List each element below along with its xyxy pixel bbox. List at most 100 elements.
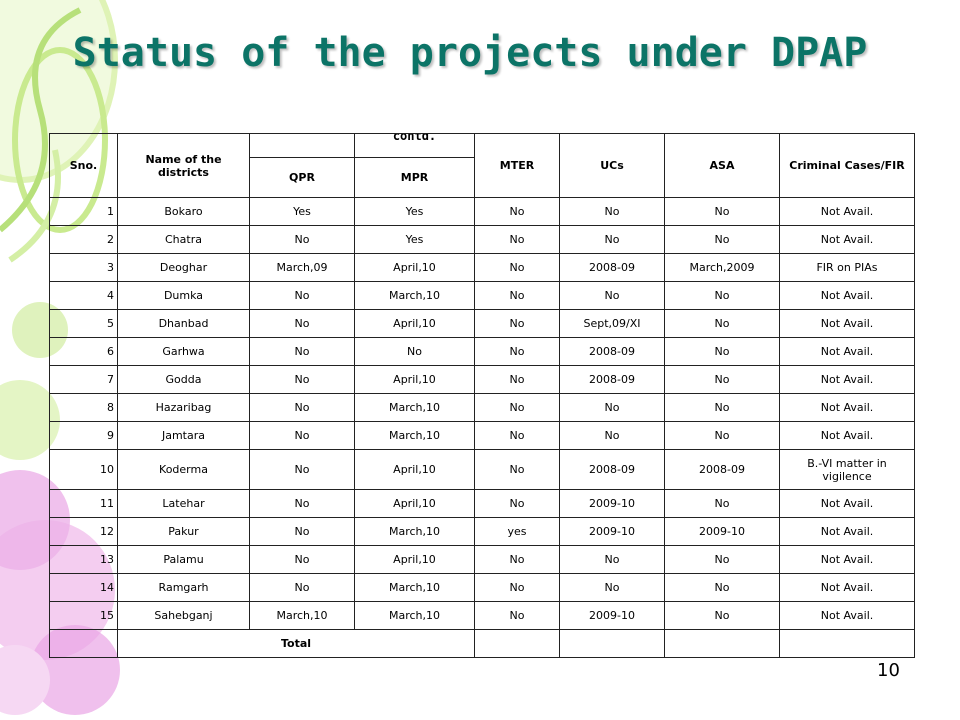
district-cell: Deoghar [117,253,250,282]
header-sno: Sno. [49,133,118,198]
sno-cell: 5 [49,309,118,338]
district-cell: Ramgarh [117,573,250,602]
sno-cell: 9 [49,421,118,450]
criminal-cases-cell: Not Avail. [779,309,915,338]
total-cell-empty [664,629,780,658]
table-row: 13 Palamu No April,10 No No No Not Avail. [49,545,915,574]
header-mter: MTER [474,133,560,198]
mter-cell: No [474,601,560,630]
asa-cell: 2008-09 [664,449,780,490]
mter-cell: No [474,253,560,282]
sno-cell: 14 [49,573,118,602]
criminal-cases-cell: FIR on PIAs [779,253,915,282]
total-cell-empty [559,629,665,658]
criminal-cases-cell: Not Avail. [779,545,915,574]
district-cell: Godda [117,365,250,394]
mter-cell: No [474,281,560,310]
mter-cell: No [474,197,560,226]
mter-cell: No [474,365,560,394]
mter-cell: No [474,309,560,338]
header-group-label: contd. [354,133,475,158]
criminal-cases-cell: Not Avail. [779,573,915,602]
project-status-table: Sno. Name of the districts contd. MTER U… [49,133,915,658]
mpr-cell: March,10 [354,281,475,310]
sno-cell: 11 [49,489,118,518]
asa-cell: 2009-10 [664,517,780,546]
qpr-cell: No [249,393,355,422]
qpr-cell: No [249,309,355,338]
header-asa: ASA [664,133,780,198]
district-cell: Dhanbad [117,309,250,338]
asa-cell: March,2009 [664,253,780,282]
criminal-cases-cell: Not Avail. [779,197,915,226]
criminal-cases-cell: Not Avail. [779,281,915,310]
district-cell: Latehar [117,489,250,518]
mter-cell: No [474,489,560,518]
mter-cell: No [474,225,560,254]
sno-cell: 6 [49,337,118,366]
table-row: 6 Garhwa No No No 2008-09 No Not Avail. [49,337,915,366]
district-cell: Garhwa [117,337,250,366]
table-row: 5 Dhanbad No April,10 No Sept,09/XI No Not Avai… [49,309,915,338]
sno-cell: 12 [49,517,118,546]
ucs-cell: No [559,225,665,254]
qpr-cell: No [249,281,355,310]
ucs-cell: 2008-09 [559,253,665,282]
asa-cell: No [664,393,780,422]
qpr-cell: Yes [249,197,355,226]
district-cell: Pakur [117,517,250,546]
qpr-cell: No [249,545,355,574]
header-qpr: QPR [249,157,355,198]
mter-cell: No [474,545,560,574]
header-criminal-cases: Criminal Cases/FIR [779,133,915,198]
mpr-cell: Yes [354,197,475,226]
qpr-cell: No [249,421,355,450]
criminal-cases-cell: B.-VI matter in vigilence [779,449,915,490]
header-district: Name of the districts [117,133,250,198]
sno-cell: 2 [49,225,118,254]
table-row: 2 Chatra No Yes No No No Not Avail. [49,225,915,254]
asa-cell: No [664,365,780,394]
mpr-cell: March,10 [354,517,475,546]
mter-cell: yes [474,517,560,546]
mpr-cell: March,10 [354,601,475,630]
ucs-cell: No [559,421,665,450]
mpr-cell: April,10 [354,449,475,490]
criminal-cases-cell: Not Avail. [779,337,915,366]
sno-cell: 15 [49,601,118,630]
district-cell: Jamtara [117,421,250,450]
sno-cell: 7 [49,365,118,394]
mpr-cell: April,10 [354,545,475,574]
district-cell: Koderma [117,449,250,490]
table-row: 8 Hazaribag No March,10 No No No Not Avail. [49,393,915,422]
ucs-cell: No [559,197,665,226]
total-label: Total [117,629,475,658]
qpr-cell: No [249,573,355,602]
total-cell-empty [49,629,118,658]
asa-cell: No [664,225,780,254]
table-row: 7 Godda No April,10 No 2008-09 No Not Avail. [49,365,915,394]
table-row: 14 Ramgarh No March,10 No No No Not Avail. [49,573,915,602]
table-row: 11 Latehar No April,10 No 2009-10 No Not Avail. [49,489,915,518]
mter-cell: No [474,449,560,490]
table-row: 12 Pakur No March,10 yes 2009-10 2009-10 Not Av… [49,517,915,546]
slide-title: Status of the projects under DPAP [72,30,868,76]
mpr-cell: April,10 [354,309,475,338]
district-cell: Hazaribag [117,393,250,422]
ucs-cell: 2008-09 [559,337,665,366]
ucs-cell: 2008-09 [559,449,665,490]
contd-label: contd. [392,133,437,143]
asa-cell: No [664,309,780,338]
mpr-cell: April,10 [354,365,475,394]
table-row: 3 Deoghar March,09 April,10 No 2008-09 March,2… [49,253,915,282]
asa-cell: No [664,281,780,310]
mter-cell: No [474,421,560,450]
district-cell: Sahebganj [117,601,250,630]
table-row: 1 Bokaro Yes Yes No No No Not Avail. [49,197,915,226]
district-cell: Palamu [117,545,250,574]
sno-cell: 3 [49,253,118,282]
sno-cell: 1 [49,197,118,226]
asa-cell: No [664,489,780,518]
ucs-cell: Sept,09/XI [559,309,665,338]
ucs-cell: 2009-10 [559,517,665,546]
